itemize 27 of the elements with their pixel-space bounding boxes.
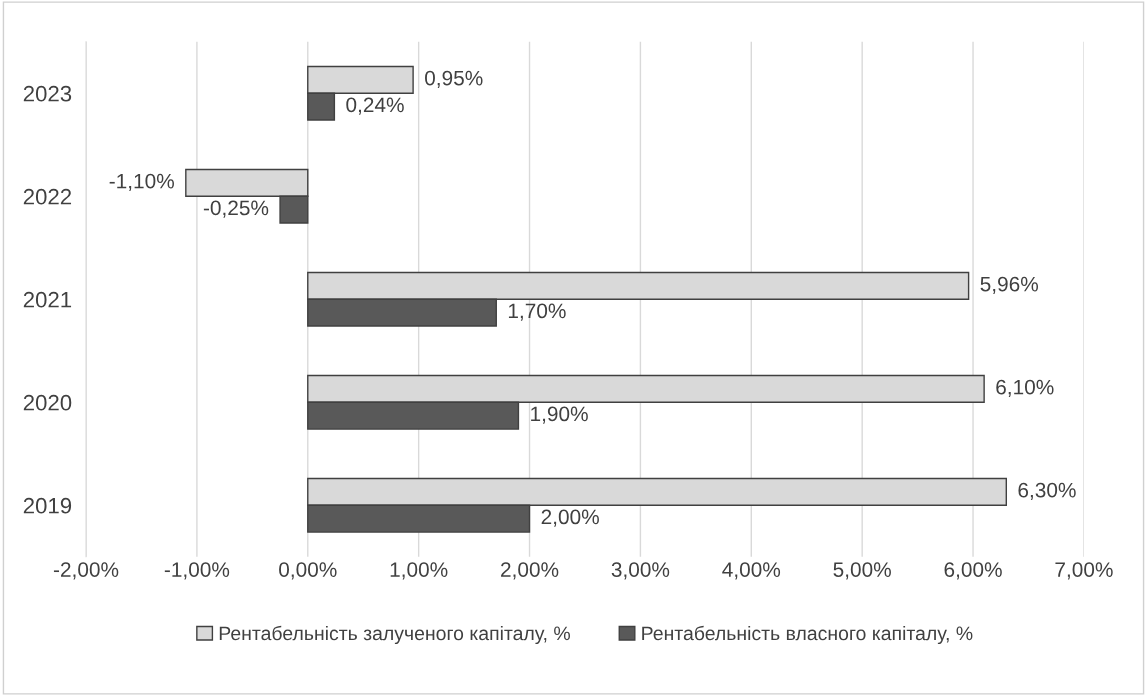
y-tick-label: 2019: [23, 497, 72, 514]
x-tick-label: 0,00%: [279, 562, 337, 580]
data-label: -0,25%: [203, 200, 269, 218]
x-tick-label: 1,00%: [390, 562, 448, 580]
y-tick-label: 2021: [23, 291, 72, 308]
data-label: 1,70%: [508, 303, 566, 321]
data-label: 5,96%: [980, 276, 1039, 294]
x-tick-label: 2,00%: [501, 562, 559, 580]
data-label: 0,24%: [346, 97, 404, 115]
legend-label: Рентабельність залученого капіталу, %: [219, 625, 570, 645]
data-label: 2,00%: [541, 509, 599, 527]
data-label: 6,30%: [1018, 482, 1076, 500]
x-tick-label: -1,00%: [164, 562, 230, 580]
legend-label: Рентабельність власного капіталу, %: [642, 625, 973, 645]
x-tick-label: 3,00%: [611, 562, 670, 580]
x-tick-label: 4,00%: [722, 562, 781, 580]
y-tick-label: 2023: [23, 85, 72, 102]
y-tick-label: 2022: [23, 188, 72, 205]
data-label: 6,10%: [996, 379, 1054, 397]
x-tick-label: -2,00%: [53, 562, 119, 580]
x-tick-label: 7,00%: [1055, 562, 1113, 580]
x-tick-label: 6,00%: [944, 562, 1002, 580]
data-label: -1,10%: [109, 173, 174, 191]
data-label: 1,90%: [531, 406, 588, 424]
y-tick-label: 2020: [23, 394, 72, 411]
data-label: 0,95%: [425, 70, 483, 88]
x-tick-label: 5,00%: [833, 562, 891, 580]
